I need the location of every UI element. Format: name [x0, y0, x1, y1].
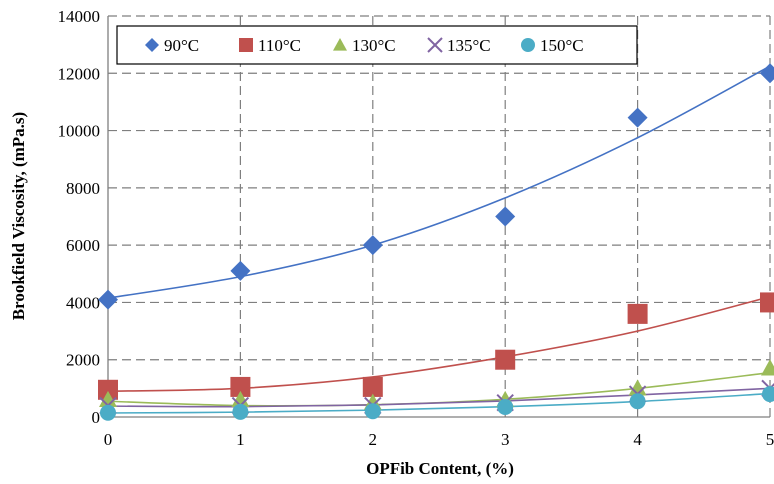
legend-marker-3: [427, 37, 443, 53]
legend-label-3: 135°C: [447, 36, 491, 55]
x-tick-label-5: 5: [766, 430, 774, 449]
data-point-s4-0: [100, 404, 116, 421]
data-points: [98, 63, 774, 421]
data-point-s1-5: [760, 292, 774, 313]
y-tick-label-1: 2000: [66, 351, 100, 370]
trendline-0: [107, 65, 771, 299]
data-point-s4-2: [364, 403, 381, 420]
y-tick-label-3: 6000: [66, 236, 100, 255]
data-point-s2-5: [761, 359, 774, 376]
trendline-1: [107, 295, 771, 393]
trend-lines: [107, 65, 771, 414]
data-point-s1-2: [362, 376, 383, 397]
y-tick-label-5: 10000: [58, 122, 101, 141]
data-point-s0-1: [230, 260, 251, 281]
legend-label-1: 110°C: [258, 36, 301, 55]
x-tick-label-2: 2: [369, 430, 378, 449]
data-point-s1-4: [627, 303, 648, 324]
data-point-s0-0: [98, 289, 118, 310]
legend-marker-1: [239, 38, 253, 52]
y-axis-title: Brookfield Viscosity, (mPa.s): [9, 112, 28, 320]
x-tick-label-1: 1: [236, 430, 245, 449]
data-point-s1-1: [230, 376, 251, 397]
data-point-s0-4: [627, 107, 648, 128]
data-point-s1-3: [495, 349, 516, 370]
legend-marker-4: [521, 38, 535, 52]
data-point-s2-4: [628, 379, 647, 396]
grid-lines: [108, 15, 771, 417]
x-tick-label-4: 4: [633, 430, 642, 449]
data-point-s2-1: [231, 390, 250, 408]
tick-labels: 0 2000 4000 6000 8000 10000 12000 14000 0 1 2 3 4 5: [58, 7, 774, 449]
data-point-s4-4: [629, 393, 646, 410]
y-tick-label-6: 12000: [58, 64, 101, 83]
y-tick-label-0: 0: [92, 408, 101, 427]
data-point-s4-5: [762, 386, 774, 403]
data-point-s0-2: [362, 235, 383, 256]
trendline-4: [107, 392, 771, 414]
legend-label-2: 130°C: [352, 36, 396, 55]
data-point-s4-3: [497, 398, 514, 415]
legend-label-4: 150°C: [540, 36, 584, 55]
y-tick-label-4: 8000: [66, 179, 100, 198]
x-axis-title: OPFib Content, (%): [366, 459, 514, 478]
trendline-3: [107, 387, 771, 408]
legend-label-0: 90°C: [164, 36, 199, 55]
legend: 90°C 110°C 130°C 135°C 150°C: [116, 25, 638, 65]
data-point-s0-5: [760, 63, 774, 84]
data-point-s4-1: [232, 403, 249, 420]
legend-marker-2: [333, 38, 347, 51]
legend-marker-0: [145, 38, 159, 52]
data-point-s2-0: [99, 390, 117, 408]
y-tick-label-2: 4000: [66, 293, 100, 312]
axes: [107, 16, 770, 418]
data-point-s0-3: [495, 206, 516, 227]
legend-box: [116, 25, 638, 65]
y-tick-label-7: 14000: [58, 7, 101, 26]
x-tick-label-0: 0: [104, 430, 113, 449]
x-tick-label-3: 3: [501, 430, 510, 449]
data-point-s1-0: [98, 379, 118, 400]
